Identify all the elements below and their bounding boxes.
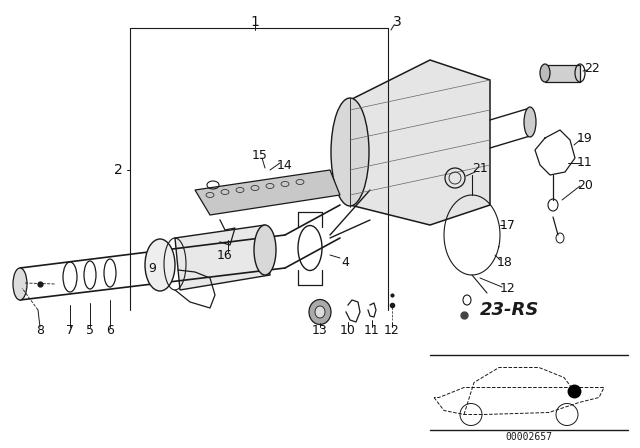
Text: 4: 4 bbox=[341, 255, 349, 268]
Text: 22: 22 bbox=[584, 61, 600, 74]
Text: 13: 13 bbox=[312, 323, 328, 336]
Text: 11: 11 bbox=[577, 155, 593, 168]
Ellipse shape bbox=[13, 268, 27, 300]
Text: 9: 9 bbox=[148, 262, 156, 275]
Text: 15: 15 bbox=[252, 148, 268, 161]
Text: 11: 11 bbox=[364, 323, 380, 336]
Text: 10: 10 bbox=[340, 323, 356, 336]
Text: 3: 3 bbox=[392, 15, 401, 29]
Text: 7: 7 bbox=[66, 323, 74, 336]
Polygon shape bbox=[175, 225, 270, 290]
Text: 12: 12 bbox=[384, 323, 400, 336]
Polygon shape bbox=[195, 170, 340, 215]
Text: 21: 21 bbox=[472, 161, 488, 175]
Text: 1: 1 bbox=[251, 15, 259, 29]
Text: 18: 18 bbox=[497, 255, 513, 268]
Text: 2: 2 bbox=[114, 163, 122, 177]
Text: 23-RS: 23-RS bbox=[480, 301, 540, 319]
Text: 14: 14 bbox=[277, 159, 293, 172]
Ellipse shape bbox=[331, 98, 369, 206]
Text: 00002657: 00002657 bbox=[506, 432, 552, 442]
Text: 12: 12 bbox=[500, 281, 516, 294]
Ellipse shape bbox=[524, 107, 536, 137]
Text: 20: 20 bbox=[577, 178, 593, 191]
Text: 16: 16 bbox=[217, 249, 233, 262]
Ellipse shape bbox=[540, 64, 550, 82]
Text: 5: 5 bbox=[86, 323, 94, 336]
Text: 6: 6 bbox=[106, 323, 114, 336]
Ellipse shape bbox=[254, 225, 276, 275]
Polygon shape bbox=[545, 65, 580, 82]
Ellipse shape bbox=[315, 306, 325, 318]
Ellipse shape bbox=[145, 239, 175, 291]
Polygon shape bbox=[350, 60, 490, 225]
Text: 17: 17 bbox=[500, 219, 516, 232]
Ellipse shape bbox=[309, 300, 331, 324]
Text: 8: 8 bbox=[36, 323, 44, 336]
Text: 19: 19 bbox=[577, 132, 593, 145]
